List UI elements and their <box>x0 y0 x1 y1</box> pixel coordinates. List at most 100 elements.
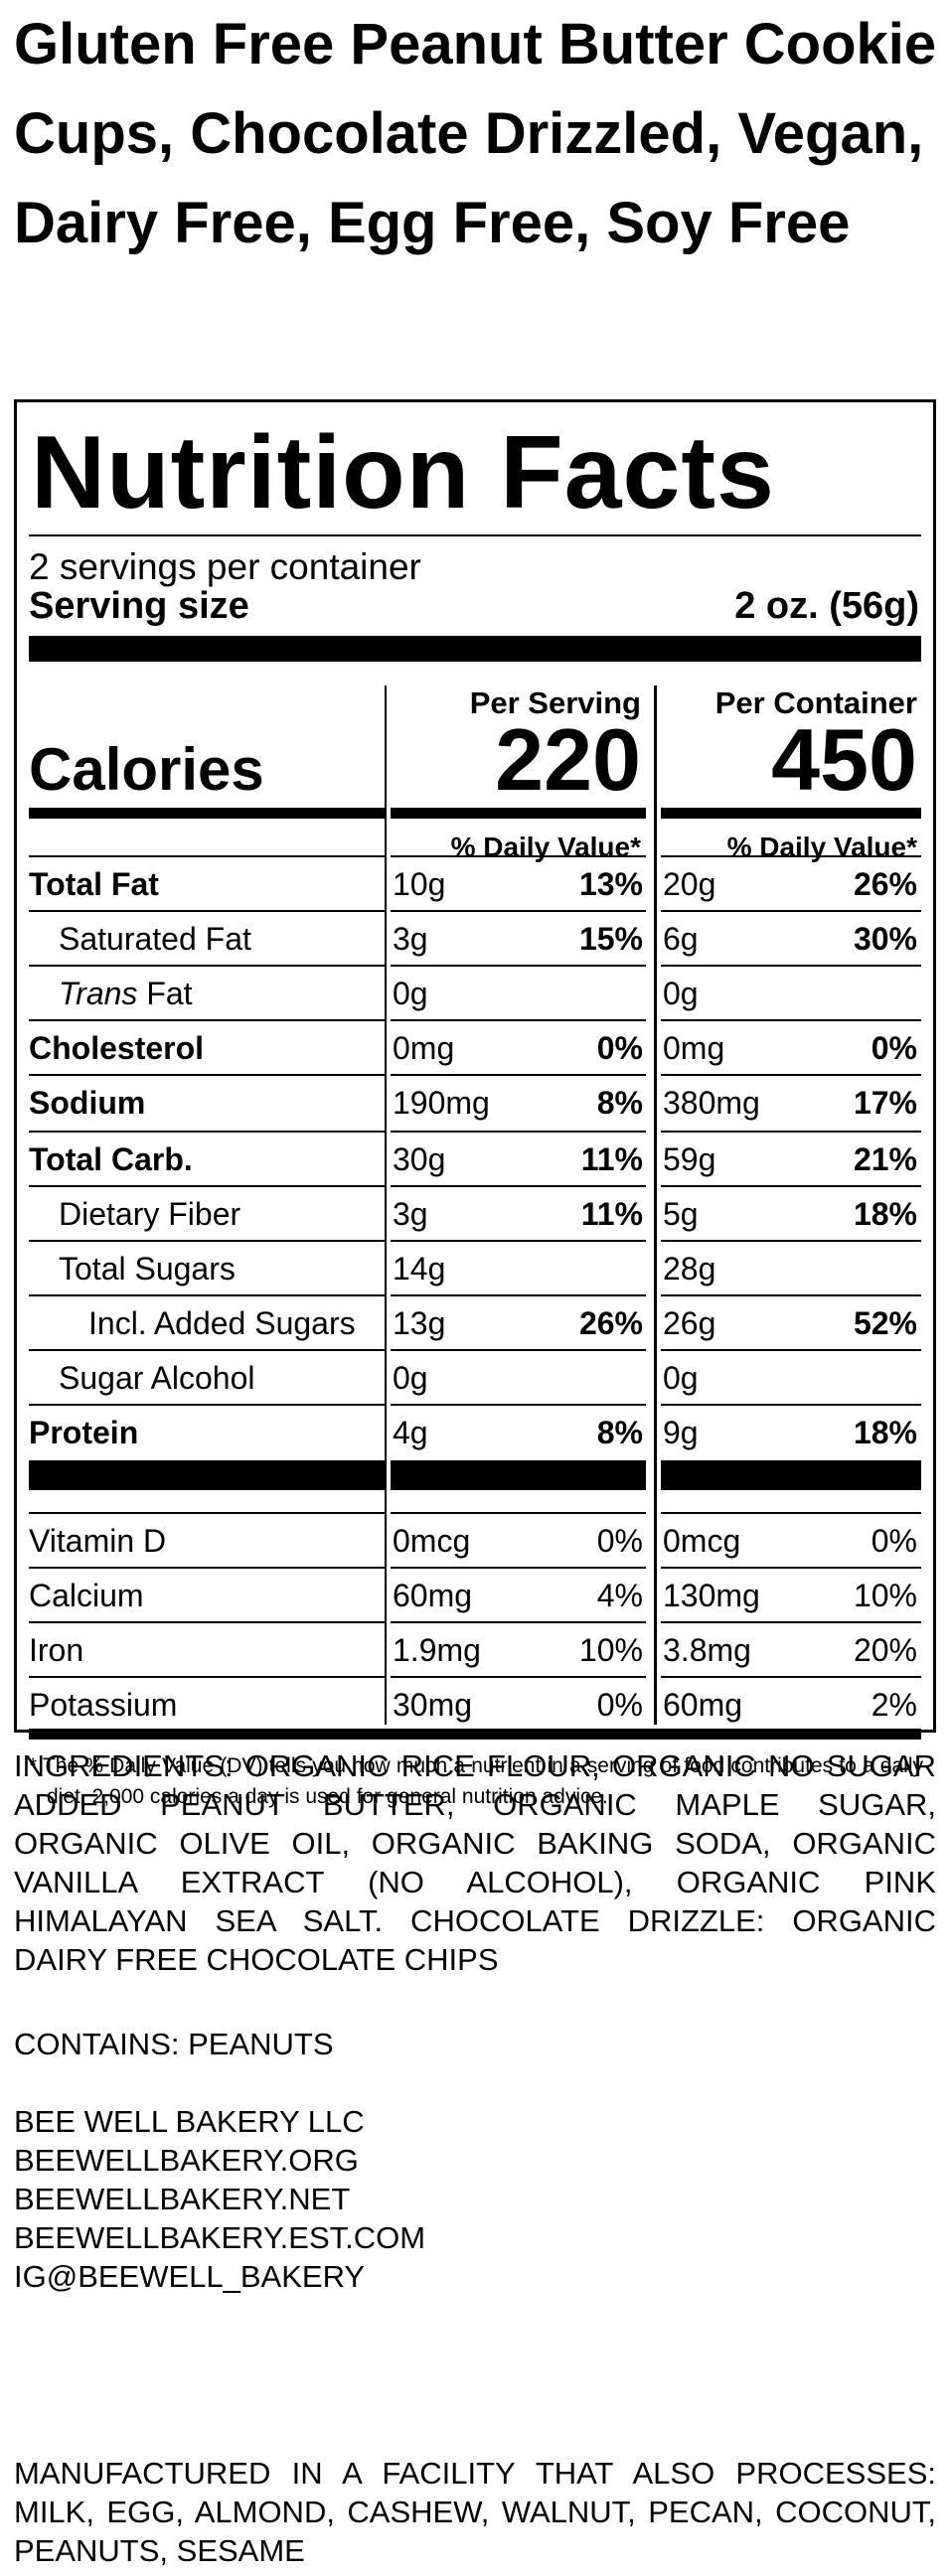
per-serving-amount: 13g <box>393 1305 446 1341</box>
row-rule <box>391 1512 646 1514</box>
vitamin-separator-rule <box>391 1460 646 1490</box>
per-container-daily-value: 0% <box>871 1523 917 1559</box>
vitamin-separator-rule <box>661 1460 921 1490</box>
row-rule <box>661 965 921 967</box>
facility-allergen-statement: MANUFACTURED IN A FACILITY THAT ALSO PRO… <box>14 2456 936 2568</box>
nutrient-row: Iron 1.9mg 10% 3.8mg 20% <box>17 1621 933 1676</box>
calories-rule-mid <box>391 808 646 819</box>
per-serving-daily-value: 26% <box>578 1305 643 1341</box>
row-rule <box>391 1185 646 1187</box>
row-rule <box>391 1349 646 1351</box>
row-rule <box>29 910 385 912</box>
row-rule <box>661 1131 921 1133</box>
column-divider-left <box>385 685 387 1725</box>
row-rule <box>391 1019 646 1021</box>
per-container-amount: 0mcg <box>663 1523 741 1559</box>
nutrient-row: Total Carb. 30g 11% 59g 21% <box>17 1131 933 1185</box>
nutrient-name: Calcium <box>29 1578 144 1613</box>
per-serving-amount: 3g <box>393 921 428 957</box>
calories-rule-left <box>29 808 385 819</box>
nutrient-row: Saturated Fat 3g 15% 6g 30% <box>17 910 933 965</box>
row-rule <box>391 1074 646 1076</box>
nutrient-name: Protein <box>29 1415 139 1450</box>
thick-rule-serving <box>29 636 921 662</box>
row-rule <box>661 1349 921 1351</box>
nutrient-name: Cholesterol <box>29 1030 205 1066</box>
row-rule <box>661 1621 921 1623</box>
per-container-amount: 26g <box>663 1305 716 1341</box>
per-serving-amount: 0mg <box>393 1030 455 1066</box>
per-container-amount: 0g <box>663 976 699 1011</box>
calories-per-serving: 220 <box>495 710 641 809</box>
nutrient-row: Dietary Fiber 3g 11% 5g 18% <box>17 1185 933 1240</box>
per-serving-daily-value: 11% <box>580 1141 643 1177</box>
nutrient-row: Total Sugars 14g 28g <box>17 1240 933 1294</box>
row-rule <box>391 1294 646 1296</box>
nutrient-row: Trans Fat 0g 0g <box>17 965 933 1019</box>
row-rule <box>661 1512 921 1514</box>
nutrient-row: Sugar Alcohol 0g 0g <box>17 1349 933 1404</box>
per-serving-daily-value: 8% <box>596 1415 643 1450</box>
row-rule <box>29 1074 385 1076</box>
row-rule <box>29 1676 385 1678</box>
row-rule <box>29 1131 385 1133</box>
nutrient-name: Sodium <box>29 1085 146 1121</box>
nutrient-row: Potassium 30mg 0% 60mg 2% <box>17 1676 933 1731</box>
row-rule <box>661 855 921 857</box>
per-container-daily-value: 21% <box>853 1141 917 1177</box>
nutrient-name: Total Fat <box>29 866 159 902</box>
row-rule <box>29 965 385 967</box>
contains-allergens: CONTAINS: PEANUTS <box>14 2027 334 2061</box>
per-serving-amount: 30g <box>393 1141 446 1177</box>
rule-above-footnote <box>29 1729 921 1740</box>
per-container-amount: 28g <box>663 1251 716 1287</box>
per-container-daily-value: 2% <box>871 1687 917 1723</box>
nutrient-name: Total Sugars <box>59 1251 236 1287</box>
row-rule <box>29 1294 385 1296</box>
per-serving-amount: 1.9mg <box>393 1632 481 1668</box>
per-container-daily-value: 30% <box>853 921 917 957</box>
nutrient-name: Sugar Alcohol <box>59 1360 255 1396</box>
per-serving-amount: 3g <box>393 1196 428 1232</box>
nutrient-name: Potassium <box>29 1687 178 1723</box>
row-rule <box>391 1404 646 1406</box>
row-rule <box>661 1019 921 1021</box>
per-container-amount: 3.8mg <box>663 1632 751 1668</box>
nutrient-name: Dietary Fiber <box>59 1196 241 1232</box>
per-serving-daily-value: 10% <box>578 1632 643 1668</box>
per-container-daily-value: 52% <box>853 1305 917 1341</box>
row-rule <box>391 1131 646 1133</box>
nutrient-row: Sodium 190mg 8% 380mg 17% <box>17 1074 933 1129</box>
row-rule <box>29 1567 385 1569</box>
per-serving-amount: 4g <box>393 1415 428 1450</box>
per-container-daily-value: 10% <box>853 1578 917 1613</box>
per-container-daily-value: 18% <box>853 1415 917 1450</box>
per-serving-daily-value: 0% <box>596 1030 643 1066</box>
per-container-amount: 20g <box>663 866 716 902</box>
per-container-amount: 5g <box>663 1196 699 1232</box>
row-rule <box>661 1185 921 1187</box>
row-rule <box>29 1621 385 1623</box>
per-serving-amount: 190mg <box>393 1085 490 1121</box>
calories-rule-right <box>661 808 921 819</box>
per-serving-amount: 30mg <box>393 1687 473 1723</box>
footnote-text: * The % Daily Value (DV) tells you how m… <box>29 1754 923 1808</box>
per-container-amount: 6g <box>663 921 699 957</box>
per-serving-amount: 14g <box>393 1251 446 1287</box>
per-container-daily-value: 18% <box>853 1196 917 1232</box>
per-serving-daily-value: 11% <box>580 1196 643 1232</box>
nutrient-name: Saturated Fat <box>59 921 251 957</box>
row-rule <box>661 1294 921 1296</box>
nutrient-row: Protein 4g 8% 9g 18% <box>17 1404 933 1458</box>
nutrition-facts-heading: Nutrition Facts <box>31 415 775 530</box>
per-serving-amount: 0g <box>393 1360 428 1396</box>
column-divider-right <box>654 685 657 1725</box>
product-title: Gluten Free Peanut Butter Cookie Cups, C… <box>14 12 937 255</box>
per-container-amount: 0mg <box>663 1030 725 1066</box>
calories-label: Calories <box>29 736 264 803</box>
per-container-daily-value: 26% <box>853 866 917 902</box>
per-serving-amount: 0g <box>393 976 428 1011</box>
rule-under-heading <box>29 534 921 536</box>
row-rule <box>661 910 921 912</box>
per-container-daily-value: 20% <box>853 1632 917 1668</box>
